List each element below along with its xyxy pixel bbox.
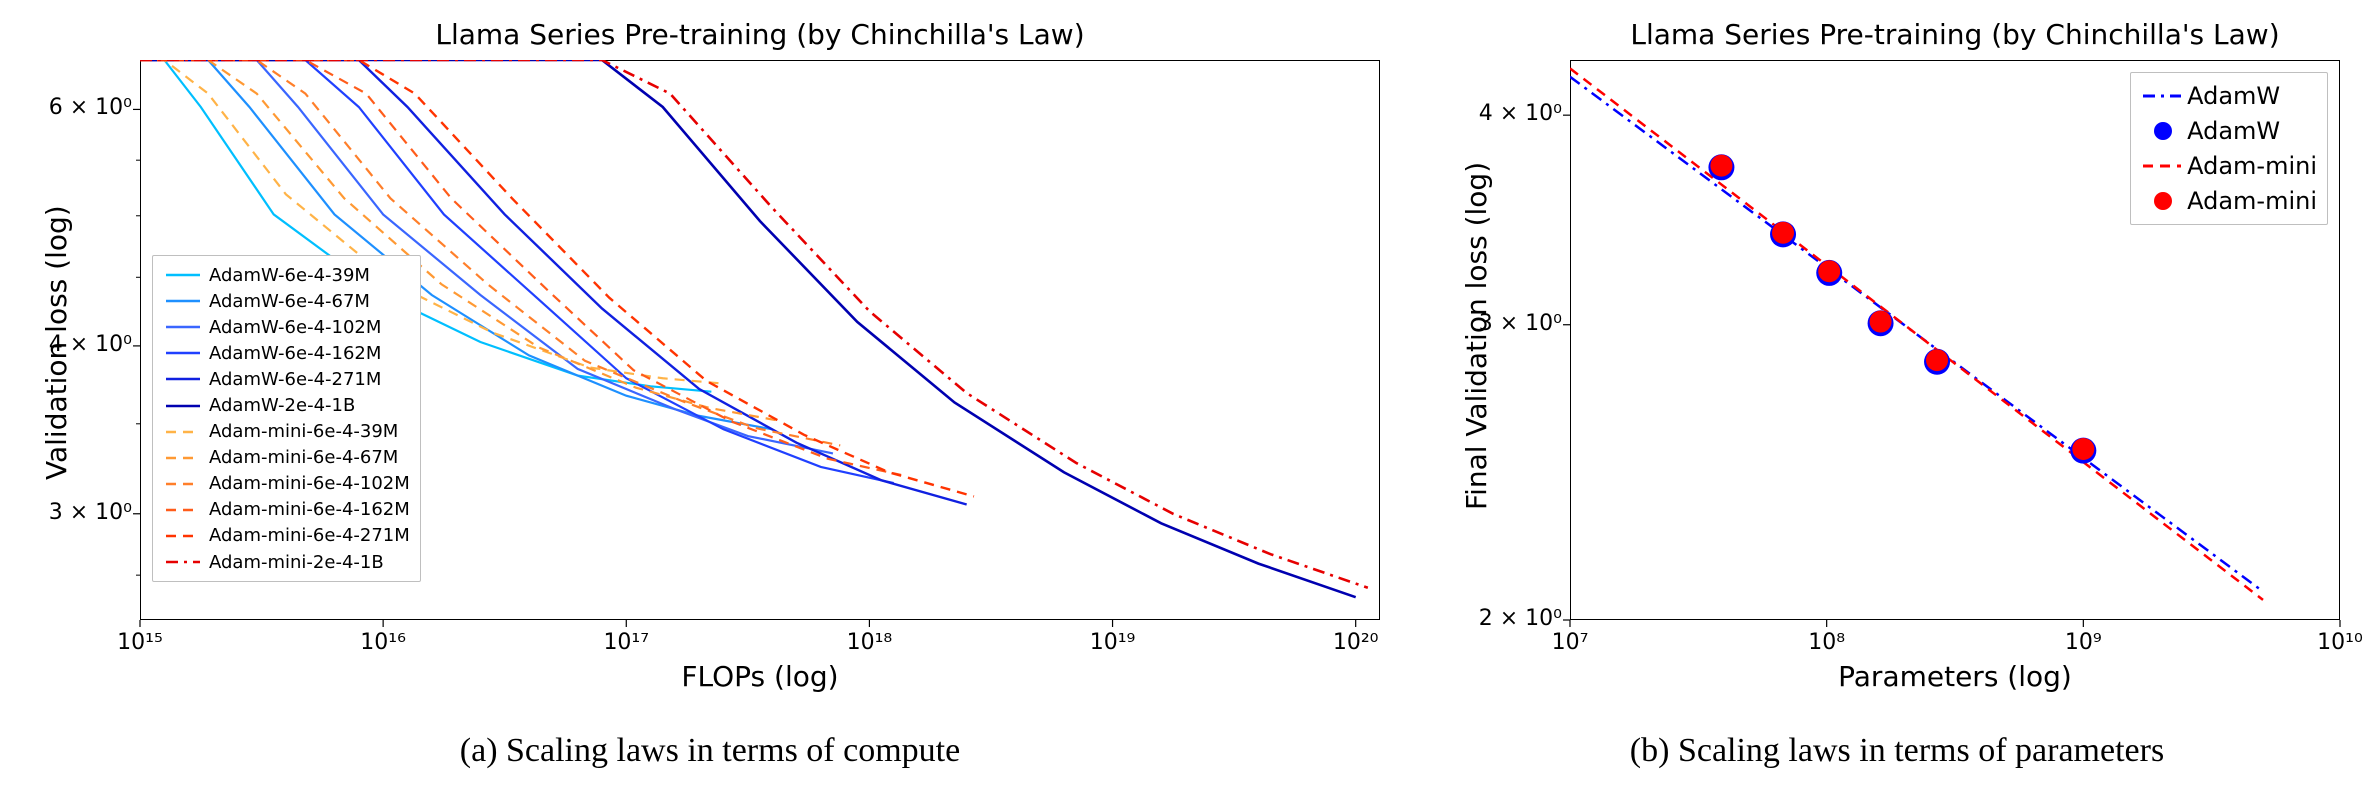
legend-item: AdamW-6e-4-271M xyxy=(163,366,410,392)
ytick-label: 2 × 10⁰ xyxy=(1430,606,1562,631)
legend-swatch-line xyxy=(2141,85,2181,107)
legend-item: Adam-mini xyxy=(2141,149,2317,184)
xtick-label: 10⁹ xyxy=(2048,630,2118,655)
xtick-label: 10¹⁸ xyxy=(834,630,904,655)
legend-label: Adam-mini-6e-4-162M xyxy=(209,499,410,520)
legend-label: AdamW-6e-4-271M xyxy=(209,369,381,390)
legend-item: Adam-mini-6e-4-67M xyxy=(163,445,410,471)
legend-swatch-line xyxy=(163,269,203,281)
legend-swatch-line xyxy=(163,478,203,490)
legend-item: AdamW-6e-4-39M xyxy=(163,262,410,288)
legend-swatch-line xyxy=(163,426,203,438)
legend-item: Adam-mini-6e-4-162M xyxy=(163,497,410,523)
panel-b: Llama Series Pre-training (by Chinchilla… xyxy=(1420,0,2374,720)
legend-swatch-marker xyxy=(2141,190,2181,212)
legend-item: Adam-mini-2e-4-1B xyxy=(163,549,410,575)
legend-label: AdamW xyxy=(2187,117,2280,145)
legend-label: AdamW-6e-4-67M xyxy=(209,291,370,312)
panel-b-legend: AdamW AdamW Adam-mini Adam-mini xyxy=(2130,72,2328,225)
xtick-label: 10¹⁵ xyxy=(105,630,175,655)
ytick-label: 3 × 10⁰ xyxy=(10,500,132,525)
legend-item: AdamW xyxy=(2141,79,2317,114)
legend-swatch-marker xyxy=(2141,120,2181,142)
panel-b-xlabel: Parameters (log) xyxy=(1570,660,2340,693)
caption-b: (b) Scaling laws in terms of parameters xyxy=(1420,732,2374,770)
legend-swatch-line xyxy=(163,556,203,568)
xtick-label: 10¹⁶ xyxy=(348,630,418,655)
ytick-label: 3 × 10⁰ xyxy=(1430,311,1562,336)
legend-item: Adam-mini-6e-4-39M xyxy=(163,419,410,445)
ytick-label: 6 × 10⁰ xyxy=(10,95,132,120)
legend-swatch-line xyxy=(163,452,203,464)
panel-b-ylabel: Final Validation loss (log) xyxy=(1460,162,1493,510)
legend-item: AdamW xyxy=(2141,114,2317,149)
panel-a: Llama Series Pre-training (by Chinchilla… xyxy=(0,0,1420,720)
legend-label: AdamW xyxy=(2187,82,2280,110)
legend-label: Adam-mini xyxy=(2187,187,2317,215)
xtick-label: 10¹⁷ xyxy=(591,630,661,655)
legend-item: AdamW-6e-4-102M xyxy=(163,314,410,340)
legend-label: AdamW-6e-4-102M xyxy=(209,317,381,338)
legend-item: AdamW-6e-4-67M xyxy=(163,288,410,314)
legend-item: AdamW-2e-4-1B xyxy=(163,392,410,418)
legend-item: AdamW-6e-4-162M xyxy=(163,340,410,366)
ytick-label: 4 × 10⁰ xyxy=(10,332,132,357)
legend-item: Adam-mini xyxy=(2141,183,2317,218)
panel-a-xlabel: FLOPs (log) xyxy=(140,660,1380,693)
legend-swatch-line xyxy=(163,295,203,307)
legend-label: AdamW-2e-4-1B xyxy=(209,395,355,416)
caption-row: (a) Scaling laws in terms of compute (b)… xyxy=(0,720,2374,782)
xtick-label: 10⁸ xyxy=(1792,630,1862,655)
legend-label: Adam-mini-6e-4-67M xyxy=(209,447,398,468)
xtick-label: 10¹⁰ xyxy=(2305,630,2374,655)
panel-a-title: Llama Series Pre-training (by Chinchilla… xyxy=(140,18,1380,51)
caption-a: (a) Scaling laws in terms of compute xyxy=(0,732,1420,770)
legend-swatch-line xyxy=(163,504,203,516)
xtick-label: 10¹⁹ xyxy=(1078,630,1148,655)
xtick-label: 10⁷ xyxy=(1535,630,1605,655)
legend-swatch-line xyxy=(163,400,203,412)
legend-label: Adam-mini-6e-4-102M xyxy=(209,473,410,494)
legend-label: Adam-mini-6e-4-271M xyxy=(209,525,410,546)
legend-swatch-line xyxy=(163,530,203,542)
legend-swatch-line xyxy=(163,321,203,333)
legend-item: Adam-mini-6e-4-271M xyxy=(163,523,410,549)
panel-b-title: Llama Series Pre-training (by Chinchilla… xyxy=(1570,18,2340,51)
xtick-label: 10²⁰ xyxy=(1321,630,1391,655)
legend-label: AdamW-6e-4-162M xyxy=(209,343,381,364)
legend-swatch-line xyxy=(2141,155,2181,177)
ytick-label: 4 × 10⁰ xyxy=(1430,101,1562,126)
panel-a-legend: AdamW-6e-4-39M AdamW-6e-4-67M AdamW-6e-4-1… xyxy=(152,255,421,582)
legend-label: AdamW-6e-4-39M xyxy=(209,265,370,286)
legend-label: Adam-mini xyxy=(2187,152,2317,180)
legend-label: Adam-mini-2e-4-1B xyxy=(209,552,384,573)
legend-swatch-line xyxy=(163,373,203,385)
legend-item: Adam-mini-6e-4-102M xyxy=(163,471,410,497)
legend-label: Adam-mini-6e-4-39M xyxy=(209,421,398,442)
legend-swatch-line xyxy=(163,347,203,359)
